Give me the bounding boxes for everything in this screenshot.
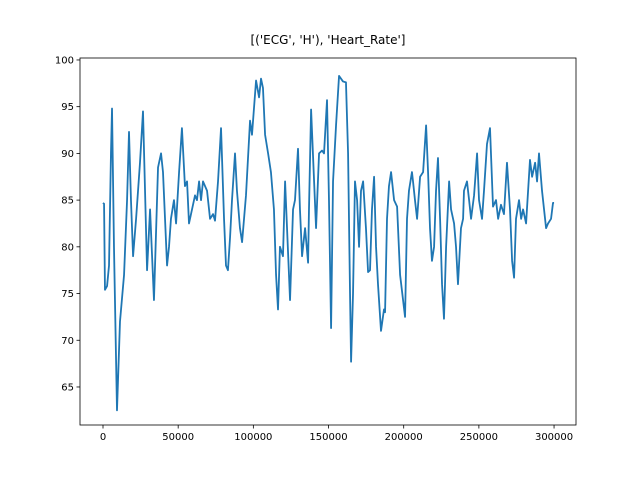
data-line xyxy=(102,74,555,412)
x-tick-label: 250000 xyxy=(460,432,498,443)
y-tick-label: 65 xyxy=(61,382,74,393)
y-tick-label: 80 xyxy=(61,242,74,253)
y-tick-label: 90 xyxy=(61,149,74,160)
y-tick-label: 75 xyxy=(61,289,74,300)
y-tick-label: 100 xyxy=(55,55,74,66)
plot-frame xyxy=(79,57,577,426)
y-tick-label: 85 xyxy=(61,196,74,207)
x-tick-label: 0 xyxy=(100,432,106,443)
x-tick-label: 150000 xyxy=(309,432,347,443)
y-tick-label: 70 xyxy=(61,336,74,347)
y-tick-label: 95 xyxy=(61,102,74,113)
x-tick-label: 200000 xyxy=(385,432,423,443)
x-tick-label: 300000 xyxy=(535,432,573,443)
x-tick-label: 50000 xyxy=(162,432,194,443)
chart-title: [('ECG', 'H'), 'Heart_Rate'] xyxy=(251,33,406,47)
x-tick-label: 100000 xyxy=(234,432,272,443)
